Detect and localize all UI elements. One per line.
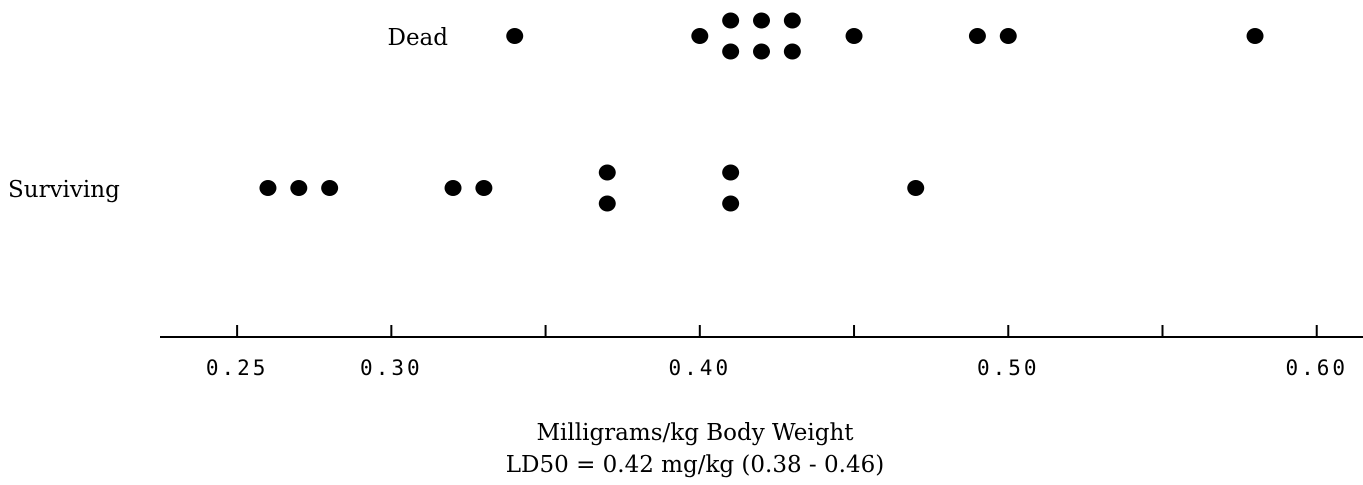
dot: [290, 180, 308, 196]
dot: [259, 180, 277, 196]
x-tick-label: 0.50: [977, 356, 1040, 380]
dot: [783, 43, 801, 60]
row-label: Surviving: [8, 177, 120, 203]
dot: [598, 195, 616, 212]
dot: [783, 12, 801, 29]
dot: [1246, 28, 1264, 44]
x-axis-label: Milligrams/kg Body Weight: [536, 420, 854, 446]
x-tick-label: 0.40: [669, 356, 732, 380]
dot: [321, 180, 339, 196]
dot: [506, 28, 524, 44]
x-tick-label: 0.60: [1285, 356, 1348, 380]
dot: [968, 28, 986, 44]
dot: [722, 43, 740, 60]
dot: [753, 12, 770, 29]
x-tick-label: 0.25: [206, 356, 269, 380]
dot: [598, 164, 616, 181]
dot: [722, 164, 740, 181]
row-label: Dead: [388, 25, 449, 51]
dot: [722, 12, 740, 29]
dot: [475, 180, 493, 196]
dot: [999, 28, 1017, 44]
annotation: LD50 = 0.42 mg/kg (0.38 - 0.46): [506, 452, 884, 478]
dot: [907, 180, 925, 196]
x-tick-label: 0.30: [360, 356, 423, 380]
dot: [753, 43, 770, 60]
dot: [845, 28, 863, 44]
dot: [444, 180, 462, 196]
dot: [722, 195, 740, 212]
dot: [691, 28, 709, 44]
